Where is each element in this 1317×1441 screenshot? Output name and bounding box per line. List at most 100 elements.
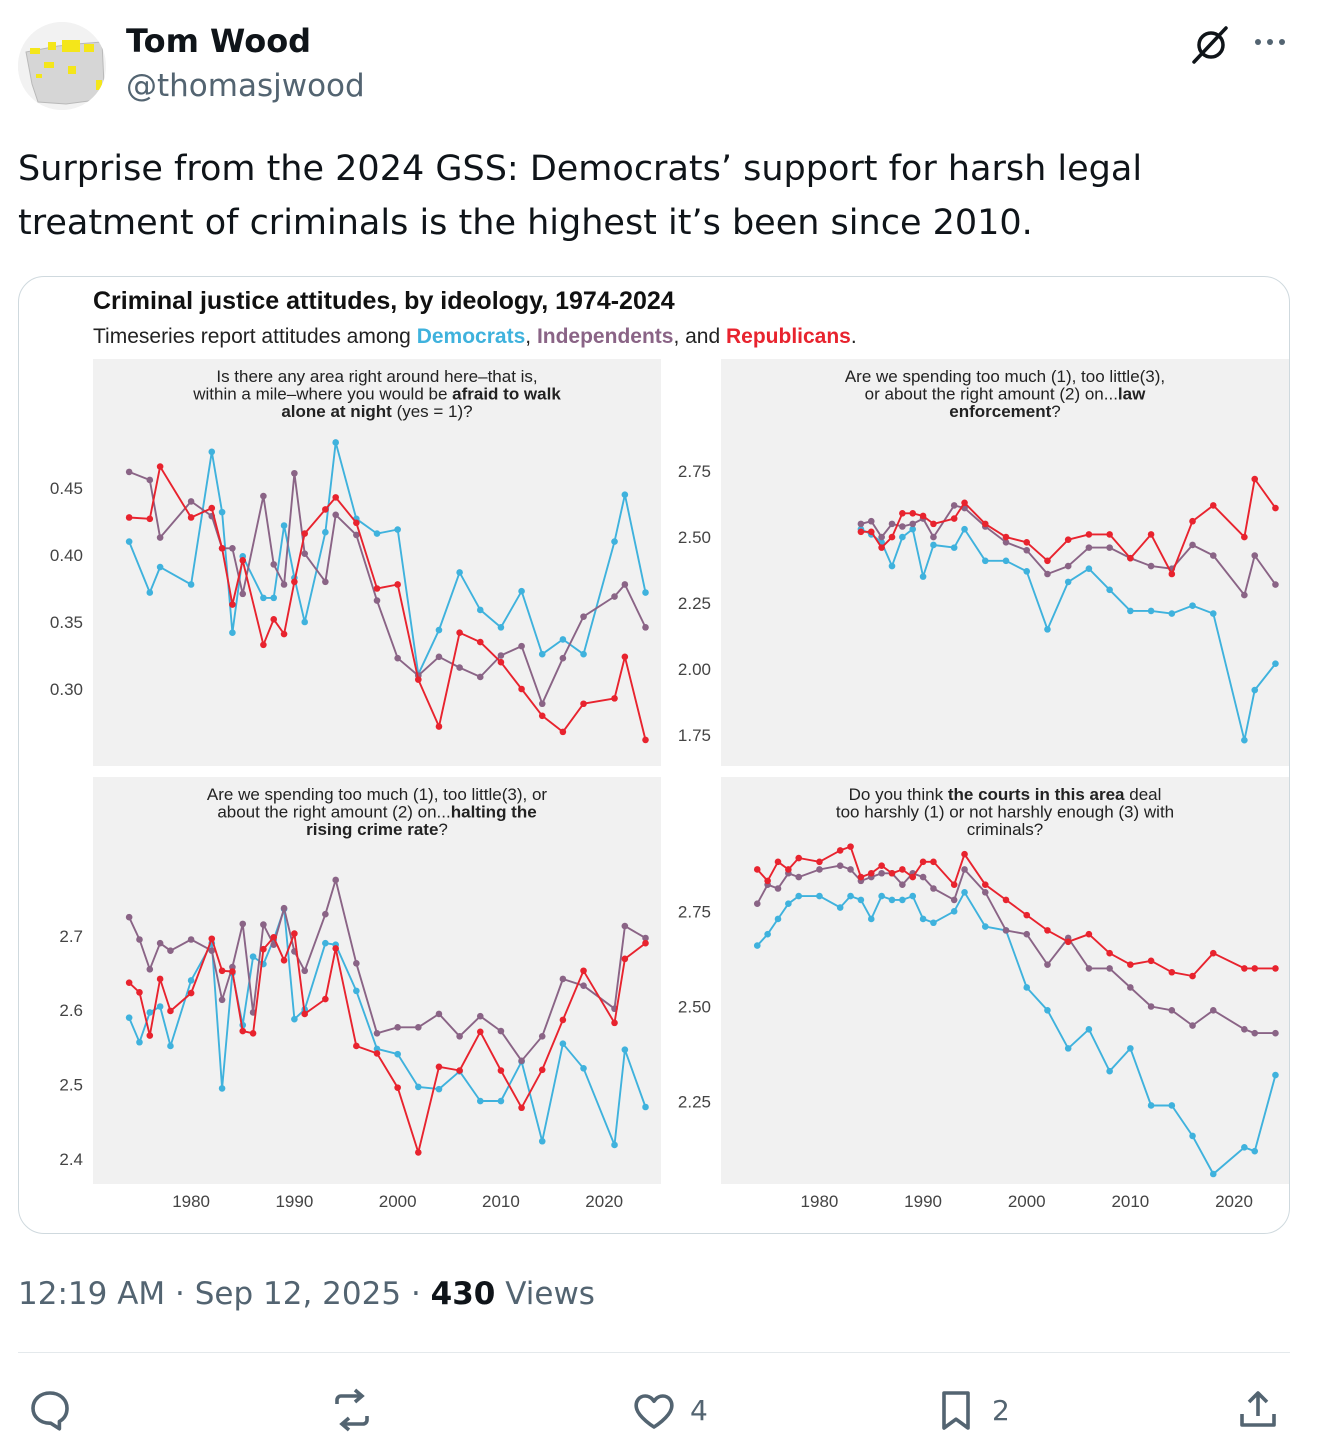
data-point-republicans	[1241, 965, 1248, 972]
data-point-democrats	[156, 1003, 164, 1010]
data-point-independents	[1023, 930, 1031, 938]
data-point-independents	[816, 866, 823, 873]
data-point-republicans	[1251, 475, 1259, 483]
tweet-time[interactable]: 12:19 AM	[18, 1276, 166, 1312]
data-point-republicans	[1106, 949, 1113, 957]
data-point-independents	[930, 885, 937, 892]
tweet-media[interactable]: Criminal justice attitudes, by ideology,…	[18, 276, 1290, 1234]
subtitle-text: Timeseries report attitudes among	[93, 325, 417, 348]
x-tick-label: 1980	[801, 1192, 839, 1211]
data-point-democrats	[125, 538, 133, 545]
data-point-republicans	[961, 850, 968, 858]
grok-button[interactable]	[1188, 22, 1234, 68]
data-point-independents	[322, 910, 329, 918]
data-point-independents	[476, 1012, 484, 1020]
panel-title-segment: ?	[438, 820, 447, 839]
data-point-independents	[280, 904, 288, 912]
data-point-democrats	[930, 919, 937, 927]
data-point-independents	[435, 653, 443, 661]
data-point-republicans	[919, 858, 927, 866]
data-point-independents	[611, 593, 618, 600]
data-point-democrats	[857, 896, 865, 904]
share-button[interactable]	[1234, 1384, 1282, 1436]
divider	[18, 1352, 1290, 1353]
data-point-republicans	[621, 653, 629, 661]
data-point-democrats	[611, 1141, 618, 1149]
like-button[interactable]: 4	[630, 1384, 708, 1436]
data-point-independents	[518, 642, 525, 650]
reply-button[interactable]	[26, 1384, 86, 1436]
panel-title-line: Are we spending too much (1), too little…	[845, 367, 1165, 386]
data-point-democrats	[435, 1085, 443, 1093]
data-point-republicans	[353, 519, 360, 527]
data-point-republicans	[559, 728, 567, 736]
bookmark-button[interactable]: 2	[932, 1384, 1010, 1436]
panel-title-segment: Are we spending too much (1), too little…	[207, 785, 547, 804]
data-point-democrats	[156, 563, 164, 571]
chart-title: Criminal justice attitudes, by ideology,…	[93, 287, 675, 315]
data-point-independents	[301, 967, 309, 975]
data-point-independents	[1251, 1029, 1259, 1037]
data-point-republicans	[1168, 570, 1176, 578]
data-point-independents	[888, 520, 896, 528]
chart: Criminal justice attitudes, by ideology,…	[50, 287, 1289, 1211]
data-point-republicans	[239, 1027, 247, 1035]
data-point-democrats	[580, 650, 587, 658]
data-point-independents	[1189, 1022, 1196, 1029]
author-handle[interactable]: @thomasjwood	[126, 68, 365, 104]
panel-title-segment: enforcement	[949, 402, 1051, 421]
data-point-independents	[208, 947, 216, 954]
y-tick-label: 0.30	[50, 680, 83, 699]
data-point-democrats	[847, 892, 854, 900]
data-point-democrats	[899, 896, 906, 904]
data-point-republicans	[373, 585, 381, 592]
data-point-republicans	[136, 989, 143, 996]
panel-title-segment: (yes = 1)?	[392, 402, 473, 421]
panel-title-line: too harshly (1) or not harshly enough (3…	[836, 803, 1174, 822]
x-tick-label: 1990	[275, 1192, 313, 1211]
data-point-republicans	[981, 520, 989, 528]
data-point-independents	[899, 523, 906, 530]
retweet-button[interactable]	[328, 1384, 388, 1436]
author-name[interactable]: Tom Wood	[126, 22, 312, 60]
data-point-republicans	[867, 869, 875, 877]
data-point-independents	[559, 975, 567, 983]
data-point-republicans	[280, 630, 288, 638]
data-point-republicans	[435, 1063, 443, 1071]
data-point-independents	[930, 533, 937, 541]
x-tick-label: 1980	[172, 1192, 210, 1211]
data-point-democrats	[291, 1015, 298, 1023]
data-point-independents	[1241, 591, 1248, 599]
share-icon	[1240, 1391, 1276, 1427]
data-point-independents	[1147, 1003, 1155, 1010]
data-point-independents	[394, 1024, 401, 1031]
data-point-republicans	[1002, 896, 1010, 904]
data-point-independents	[1209, 552, 1217, 559]
avatar[interactable]	[18, 22, 106, 110]
tweet-date[interactable]: Sep 12, 2025	[194, 1276, 402, 1312]
data-point-democrats	[888, 562, 896, 570]
data-point-independents	[156, 939, 164, 947]
data-point-republicans	[260, 945, 267, 953]
panel-title-segment: within a mile–where you would be	[192, 385, 452, 404]
data-point-republicans	[322, 995, 329, 1003]
subtitle-independents: Independents	[537, 325, 674, 348]
data-point-independents	[125, 913, 133, 921]
data-point-democrats	[785, 900, 792, 908]
data-point-independents	[950, 896, 958, 904]
panel-title-segment: halting the	[451, 803, 537, 822]
more-options-button[interactable]	[1248, 22, 1294, 68]
data-point-independents	[1106, 544, 1113, 551]
data-point-independents	[280, 581, 288, 588]
data-point-democrats	[919, 573, 927, 580]
data-point-democrats	[1127, 1045, 1134, 1052]
data-point-democrats	[353, 987, 360, 995]
data-point-democrats	[187, 977, 195, 984]
data-point-independents	[1189, 541, 1196, 549]
data-point-democrats	[1064, 578, 1072, 586]
data-point-republicans	[785, 866, 792, 873]
data-point-republicans	[909, 510, 917, 517]
data-point-independents	[847, 866, 854, 873]
data-point-independents	[497, 1027, 505, 1035]
data-point-democrats	[1241, 1144, 1248, 1151]
